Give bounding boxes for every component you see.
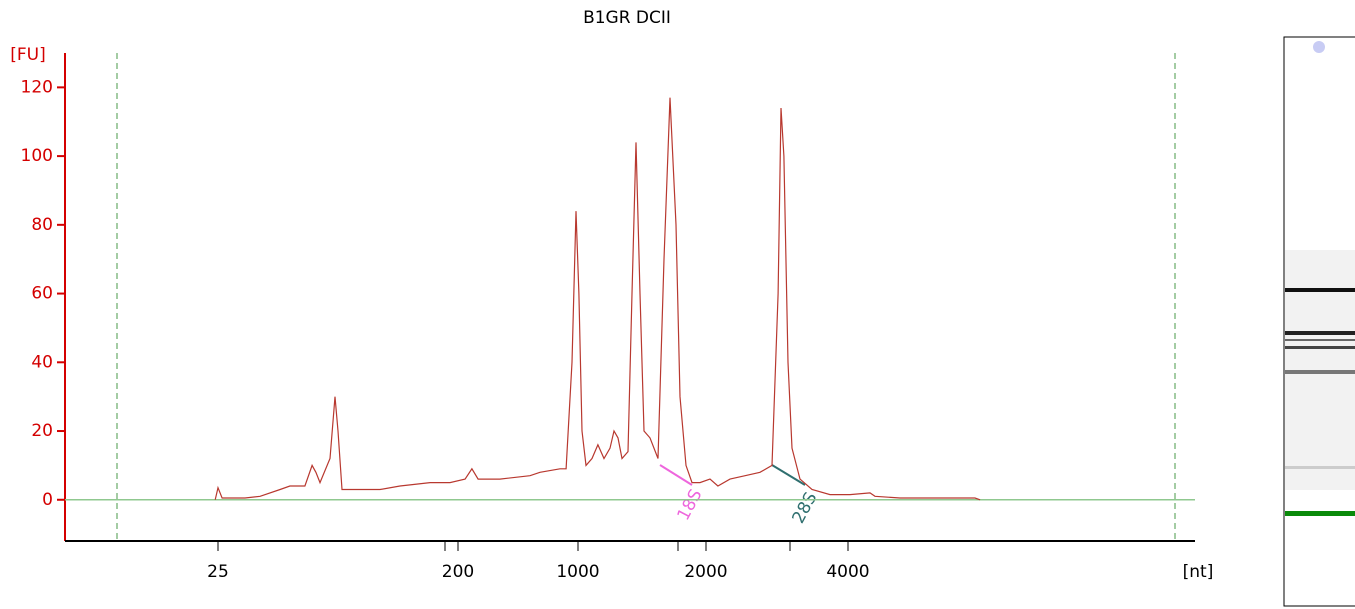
x-tick-label: 1000 bbox=[556, 562, 599, 582]
y-tick-label: 120 bbox=[21, 77, 53, 97]
gel-dot bbox=[1313, 41, 1325, 53]
gel-band bbox=[1285, 331, 1355, 335]
y-tick-label: 20 bbox=[31, 421, 53, 441]
gel-lane bbox=[1283, 36, 1355, 607]
x-tick-label: 200 bbox=[442, 562, 474, 582]
gel-marker-band bbox=[1285, 511, 1355, 516]
y-tick-label: 100 bbox=[21, 146, 53, 166]
y-tick-label: 60 bbox=[31, 284, 53, 304]
x-tick-label: 4000 bbox=[826, 562, 869, 582]
annotation-line bbox=[771, 464, 806, 486]
gel-band bbox=[1285, 466, 1355, 469]
y-tick-label: 40 bbox=[31, 352, 53, 372]
trace bbox=[214, 97, 981, 501]
annotation: 18S bbox=[674, 486, 707, 524]
y-axis-label: [FU] bbox=[10, 45, 46, 65]
y-tick-label: 80 bbox=[31, 215, 53, 235]
x-tick-label: 2000 bbox=[684, 562, 727, 582]
x-tick-label: 25 bbox=[207, 562, 229, 582]
gel-band bbox=[1285, 288, 1355, 292]
x-axis-label: [nt] bbox=[1183, 562, 1214, 582]
gel-band bbox=[1285, 370, 1355, 374]
y-tick-label: 0 bbox=[42, 490, 53, 510]
chart-title: B1GR DCII bbox=[583, 8, 671, 28]
gel-band bbox=[1285, 346, 1355, 349]
gel-band bbox=[1285, 339, 1355, 341]
annotation: 28S bbox=[789, 489, 822, 527]
annotation-line bbox=[659, 464, 693, 486]
